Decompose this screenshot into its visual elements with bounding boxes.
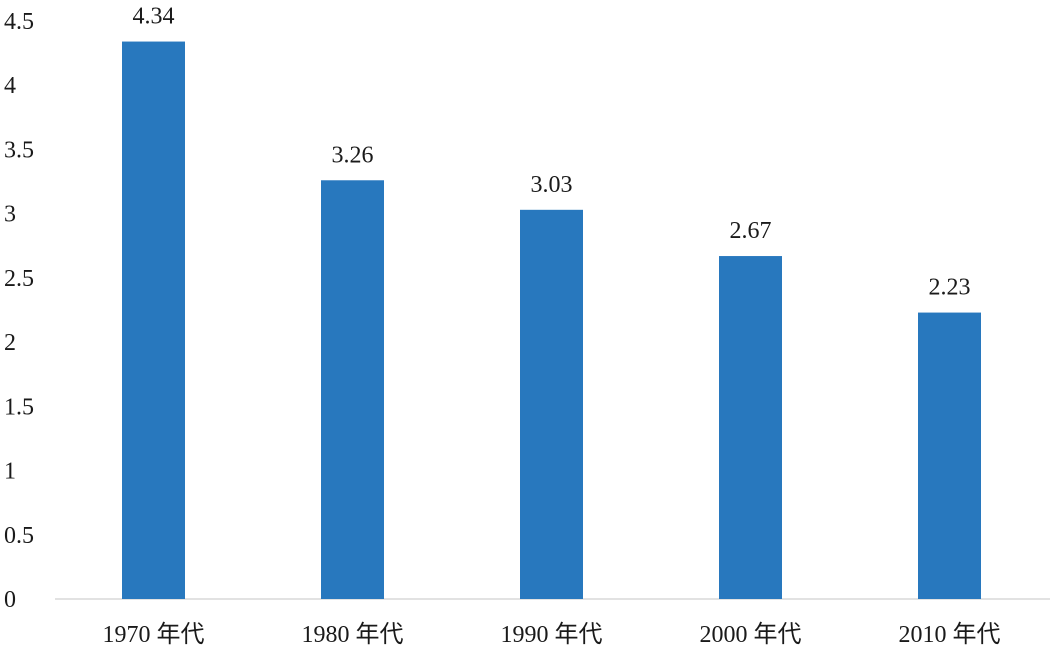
x-axis-labels: 1970 年代 1980 年代 1990 年代 2000 年代 2010 年代 xyxy=(103,621,1001,648)
y-tick-label: 3.5 xyxy=(4,137,34,163)
x-category-label: 1990 年代 xyxy=(501,621,603,648)
y-tick-label: 4.5 xyxy=(4,9,34,35)
y-tick-label: 4 xyxy=(4,73,16,99)
bar xyxy=(321,180,384,599)
x-category-label: 1980 年代 xyxy=(302,621,404,648)
bar-value-label: 4.34 xyxy=(133,4,175,30)
y-tick-label: 2 xyxy=(4,330,16,356)
bar-value-label: 3.03 xyxy=(531,172,573,198)
bar xyxy=(520,209,583,599)
y-axis-ticks: 0 0.5 1 1.5 2 2.5 3 3.5 4 4.5 xyxy=(4,9,34,613)
bar xyxy=(122,41,185,600)
bars xyxy=(122,41,981,600)
y-tick-label: 2.5 xyxy=(4,266,34,292)
bar-value-label: 2.67 xyxy=(730,218,772,244)
x-category-label: 2000 年代 xyxy=(700,621,802,648)
bar-value-label: 2.23 xyxy=(929,275,971,301)
y-tick-label: 0 xyxy=(4,587,16,613)
x-category-label: 2010 年代 xyxy=(899,621,1001,648)
bar-value-label: 3.26 xyxy=(332,142,374,168)
data-labels: 4.34 3.26 3.03 2.67 2.23 xyxy=(133,4,971,301)
bar xyxy=(719,256,782,599)
y-tick-label: 0.5 xyxy=(4,523,34,549)
y-tick-label: 1 xyxy=(4,459,16,485)
y-tick-label: 1.5 xyxy=(4,394,34,420)
y-tick-label: 3 xyxy=(4,202,16,228)
bar xyxy=(918,312,981,599)
x-category-label: 1970 年代 xyxy=(103,621,205,648)
